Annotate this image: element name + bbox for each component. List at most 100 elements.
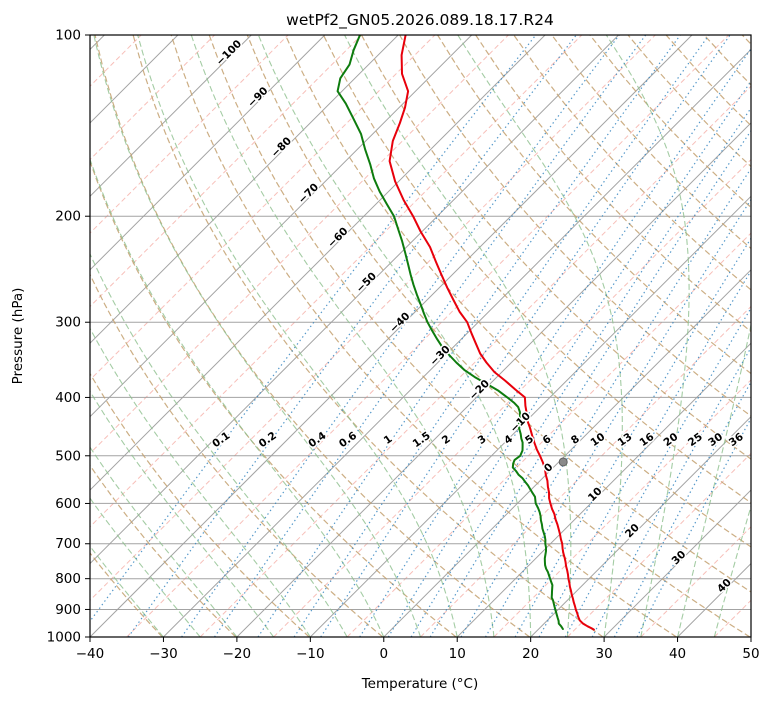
x-tick-label: −30	[149, 646, 178, 662]
dry-adiabat	[628, 35, 775, 637]
dry-adiabat	[590, 35, 775, 637]
isotherm-major	[0, 35, 545, 637]
mixing-ratio-label: 4	[502, 433, 515, 447]
moist-adiabat	[678, 35, 775, 637]
mixing-ratio-line	[430, 35, 775, 637]
dry-adiabat	[209, 35, 750, 637]
mixing-ratio-line	[515, 35, 775, 637]
y-tick-label: 100	[55, 28, 81, 44]
isotherm-major	[17, 35, 619, 637]
level-marker	[559, 458, 567, 466]
dry-adiabat	[438, 35, 775, 637]
isotherm-major	[90, 35, 692, 637]
isotherm-label: −100	[214, 38, 244, 68]
y-tick-label: 300	[55, 315, 81, 331]
y-axis-label: Pressure (hPa)	[10, 288, 26, 385]
mixing-ratio-label: 2	[440, 433, 453, 447]
y-tick-label: 700	[55, 536, 81, 552]
mixing-ratio-label: 8	[569, 433, 582, 447]
moist-adiabat	[345, 35, 571, 637]
y-tick-label: 400	[55, 390, 81, 406]
isotherm-minor	[714, 35, 775, 637]
isotherm-label: 30	[670, 548, 689, 567]
temperature-line	[390, 35, 594, 630]
mixing-ratio-label: 3	[476, 433, 489, 447]
dry-adiabat	[400, 35, 775, 637]
isotherm-label: 0	[542, 461, 556, 475]
isotherm-major	[531, 35, 775, 637]
moist-adiabat	[714, 35, 775, 637]
mixing-ratio-label: 30	[706, 431, 725, 449]
isotherm-major	[751, 35, 775, 637]
dry-adiabat	[742, 35, 775, 637]
isotherm-label: −60	[326, 225, 351, 250]
isotherm-major	[163, 35, 765, 637]
dry-adiabat	[362, 35, 775, 637]
mixing-ratio-line	[215, 35, 646, 637]
y-tick-label: 800	[55, 571, 81, 587]
isotherm-major	[0, 35, 178, 637]
isotherm-minor	[53, 35, 655, 637]
x-tick-label: 0	[379, 646, 388, 662]
mixing-ratio-line	[360, 35, 761, 637]
moist-adiabat	[0, 35, 237, 637]
mixing-ratio-line	[321, 35, 730, 637]
isotherm-minor	[494, 35, 775, 637]
mixing-ratio-line	[78, 35, 535, 637]
x-tick-label: 20	[522, 646, 539, 662]
plot-frame	[90, 35, 751, 637]
isotherm-minor	[567, 35, 775, 637]
dry-adiabat	[666, 35, 775, 637]
isotherm-major	[604, 35, 775, 637]
mixing-ratio-label: 20	[661, 431, 680, 449]
mixing-ratio-label: 6	[541, 433, 554, 447]
mixing-ratio-label: 1	[382, 433, 395, 447]
y-tick-label: 500	[55, 448, 81, 464]
x-tick-label: 40	[669, 646, 686, 662]
isotherm-label: −70	[296, 181, 321, 206]
mixing-ratio-line	[388, 35, 775, 637]
dry-adiabat	[476, 35, 775, 637]
dry-adiabat	[0, 35, 236, 637]
x-tick-label: 50	[742, 646, 759, 662]
moist-adiabat	[94, 35, 421, 637]
chart-title: wetPf2_GN05.2026.089.18.17.R24	[286, 11, 554, 30]
x-tick-label: 30	[596, 646, 613, 662]
y-tick-label: 200	[55, 209, 81, 225]
x-tick-label: −10	[296, 646, 325, 662]
mixing-ratio-label: 0.2	[257, 430, 279, 451]
isotherm-major	[678, 35, 775, 637]
moist-adiabat	[57, 35, 384, 637]
moist-adiabat	[191, 35, 494, 637]
mixing-ratio-line	[258, 35, 680, 637]
mixing-ratio-label: 0.1	[210, 430, 232, 451]
isotherm-minor	[347, 35, 775, 637]
isotherm-label: 10	[586, 485, 605, 504]
isotherm-label: −50	[354, 270, 379, 295]
mixing-ratio-line	[411, 35, 775, 637]
isotherm-label: −80	[269, 135, 294, 160]
dry-adiabat	[514, 35, 775, 637]
moist-adiabat	[0, 35, 310, 637]
dry-adiabat	[247, 35, 775, 637]
dry-adiabat	[133, 35, 603, 637]
plot-area: −100−90−80−70−60−50−40−30−20−10010203040…	[0, 35, 775, 637]
x-tick-label: 10	[449, 646, 466, 662]
moist-adiabat	[258, 35, 530, 637]
isotherm-label: −90	[246, 85, 271, 110]
dry-adiabat	[171, 35, 676, 637]
mixing-ratio-label: 25	[686, 431, 705, 449]
x-axis-label: Temperature (°C)	[361, 676, 479, 692]
y-tick-label: 900	[55, 602, 81, 618]
mixing-ratio-label: 1.5	[411, 430, 433, 451]
moist-adiabat	[0, 35, 274, 637]
mixing-ratio-line	[565, 35, 775, 637]
moist-adiabat	[138, 35, 458, 637]
mixing-ratio-label: 10	[588, 431, 607, 449]
isotherm-major	[457, 35, 775, 637]
dry-adiabat	[0, 35, 309, 637]
mixing-ratio-line	[461, 35, 775, 637]
x-tick-label: −40	[76, 646, 105, 662]
